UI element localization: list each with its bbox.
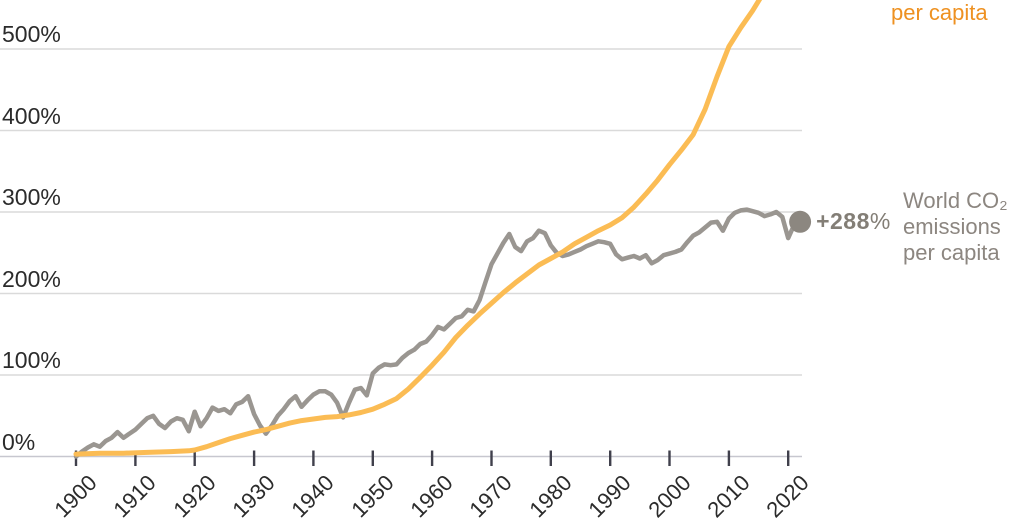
series-label-co2-line3: per capita [903,240,1000,265]
series-label-co2: World CO₂ emissions per capita [903,188,1008,266]
series-label-co2-line1: World CO₂ [903,188,1008,213]
series-label-orange: per capita [891,0,988,25]
end-value-percent-sign: % [869,207,891,234]
end-value-label: +288% [816,208,890,235]
y-axis-label: 300% [2,184,61,210]
y-axis-label: 200% [2,265,61,292]
series-line-co2 [73,207,803,459]
y-axis-label: 0% [2,428,36,455]
series-label-co2-line2: emissions [903,214,1001,239]
y-axis-label: 400% [2,102,61,129]
y-axis-label: 500% [2,21,61,47]
series-line-orange [73,0,763,457]
y-axis-label: 100% [2,347,61,373]
plot-svg [0,0,812,466]
end-value-number: +288 [816,207,870,234]
end-dot [789,210,812,233]
